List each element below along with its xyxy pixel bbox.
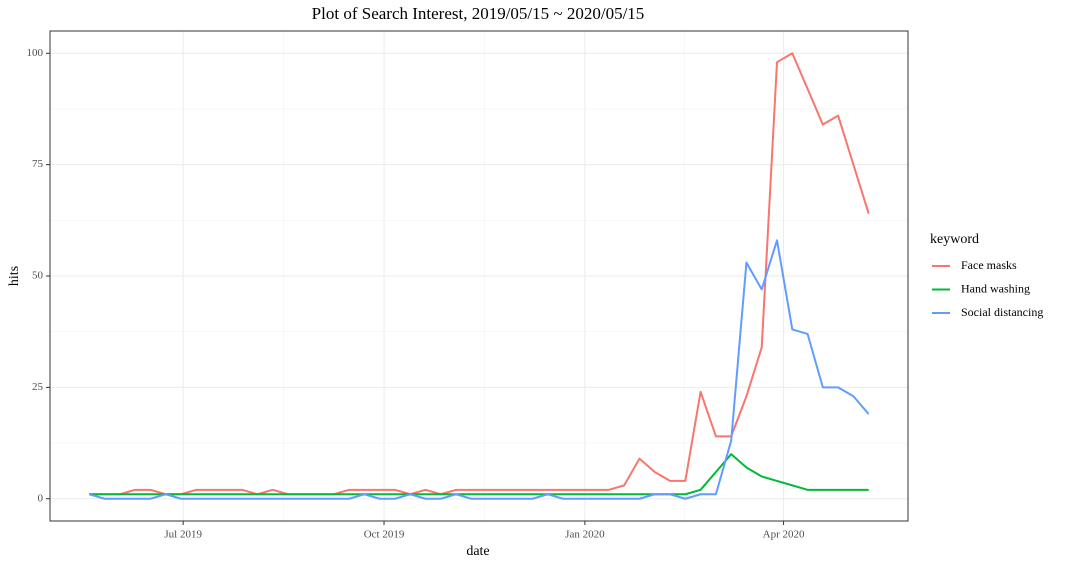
y-axis-label: hits [7,266,22,286]
series-line [89,52,870,496]
legend-label: Social distancing [961,305,1043,319]
series-line [89,239,870,500]
plot-border [49,30,909,522]
y-tick-label: 100 [27,47,44,59]
y-tick-label: 75 [32,158,44,170]
chart-title: Plot of Search Interest, 2019/05/15 ~ 20… [312,4,645,23]
y-tick-label: 0 [38,492,44,504]
x-tick-label: Jan 2020 [565,529,605,541]
series-line [89,453,869,496]
x-tick-label: Apr 2020 [763,529,805,541]
legend-label: Face masks [961,258,1017,272]
legend-label: Hand washing [961,281,1030,295]
y-tick-label: 50 [32,270,44,282]
x-axis-label: date [466,544,489,559]
x-tick-label: Jul 2019 [164,529,202,541]
x-tick-label: Oct 2019 [364,529,405,541]
y-tick-label: 25 [32,381,44,393]
legend-title: keyword [930,232,979,247]
